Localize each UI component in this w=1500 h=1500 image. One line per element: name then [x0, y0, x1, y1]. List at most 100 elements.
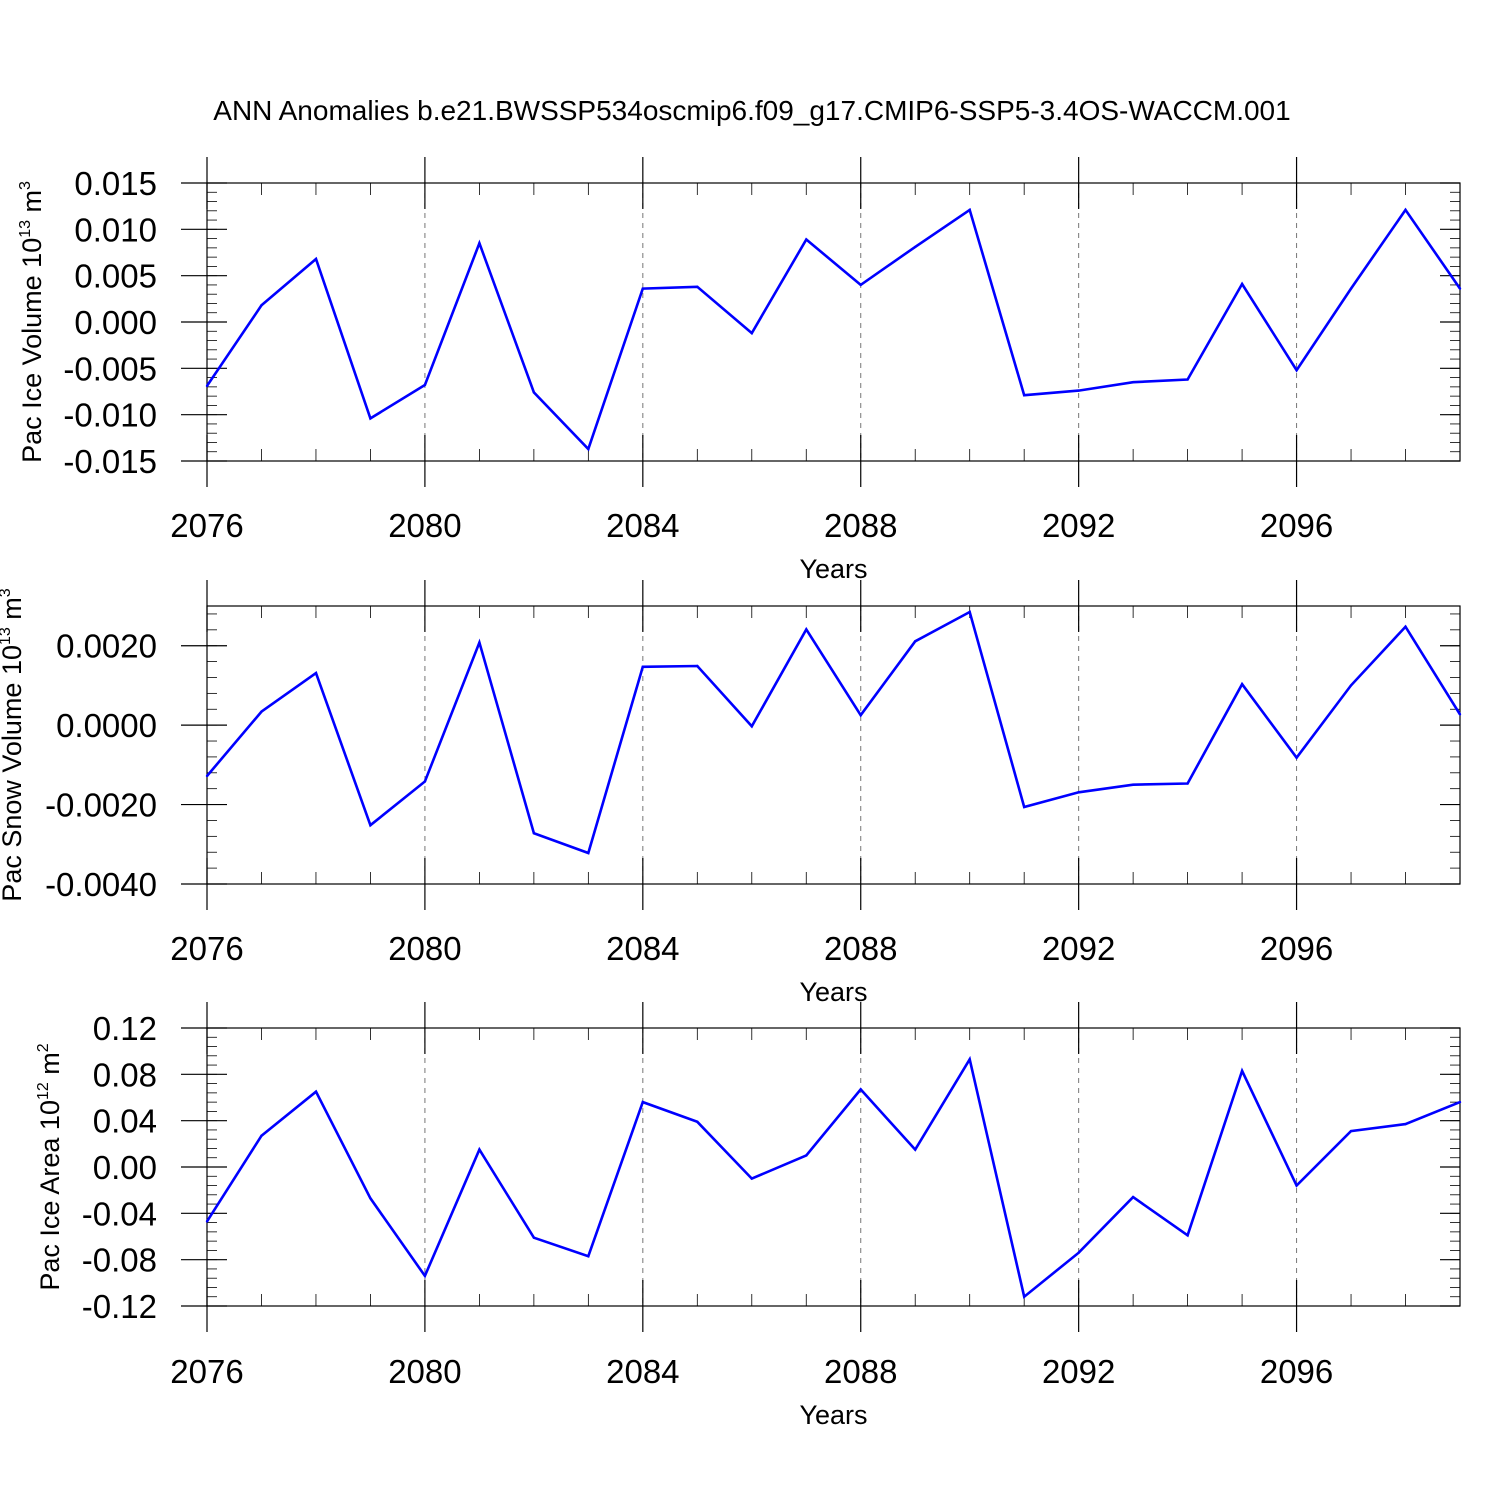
- y-tick-label: 0.015: [74, 165, 157, 202]
- data-point: [750, 725, 753, 728]
- data-point: [750, 1177, 753, 1180]
- data-point: [1240, 282, 1244, 286]
- data-point: [423, 1274, 427, 1278]
- panels: -0.015-0.010-0.0050.0000.0050.0100.01520…: [0, 157, 1462, 1430]
- plot-frame: [206, 182, 1461, 462]
- y-label-unit-exponent: 2: [35, 1043, 52, 1052]
- plot-frame: [206, 1027, 1461, 1307]
- data-point: [1186, 782, 1189, 785]
- data-point: [968, 610, 971, 614]
- data-point: [587, 447, 590, 451]
- data-point: [1186, 378, 1189, 381]
- data-point: [1349, 287, 1353, 290]
- y-tick-label: -0.0020: [45, 787, 157, 824]
- y-label-unit-exponent: 3: [0, 588, 14, 597]
- y-label-exponent: 13: [0, 627, 14, 645]
- data-point: [205, 384, 209, 388]
- y-label-text: Pac Ice Area 10: [35, 1100, 65, 1291]
- data-point: [314, 257, 318, 261]
- panel-3: -0.12 -0.08 -0.04 0.00 0.04 0.08 0.12 2076 2080 2…: [35, 1002, 1462, 1430]
- data-point: [1458, 1100, 1462, 1104]
- y-axis-label: Pac Ice Area 1012 m2: [35, 1043, 65, 1290]
- plot-frame: [206, 605, 1461, 885]
- figure-title: ANN Anomalies b.e21.BWSSP534oscmip6.f09_…: [213, 95, 1290, 126]
- y-label-exponent: 13: [17, 220, 34, 238]
- data-point: [532, 831, 536, 835]
- data-point: [1077, 1251, 1080, 1254]
- data-point: [1077, 791, 1080, 794]
- data-point: [532, 391, 536, 394]
- data-point: [369, 824, 372, 827]
- data-point: [641, 665, 645, 668]
- x-axis-label: Years: [799, 554, 867, 584]
- data-point: [1131, 1195, 1135, 1199]
- data-point: [914, 1148, 917, 1151]
- data-point: [696, 285, 699, 288]
- panel-1: -0.015 -0.010 -0.005 0.000 0.005 0.010 0.015 20…: [17, 157, 1462, 584]
- y-tick-label: 0.12: [93, 1010, 157, 1047]
- data-point: [914, 640, 917, 643]
- y-tick-label: 0.0020: [56, 628, 157, 665]
- data-point: [1240, 683, 1244, 686]
- y-label-unit: m: [35, 1052, 65, 1082]
- y-tick-label: 0.04: [93, 1103, 157, 1140]
- y-label-unit: m: [17, 190, 47, 220]
- x-tick-label: 2088: [824, 930, 897, 967]
- y-tick-label: -0.04: [82, 1195, 157, 1232]
- data-point: [641, 1100, 645, 1104]
- x-tick-label: 2084: [606, 930, 679, 967]
- y-tick-label: -0.08: [82, 1242, 157, 1279]
- x-tick-label: 2096: [1260, 1353, 1333, 1390]
- y-label-text: Pac Snow Volume 10: [0, 645, 27, 902]
- data-point: [423, 383, 427, 387]
- data-point: [859, 283, 862, 287]
- data-point: [314, 1090, 318, 1093]
- y-label-unit: m: [0, 597, 27, 627]
- data-point: [587, 1254, 590, 1258]
- y-tick-label: -0.015: [63, 443, 157, 480]
- data-point: [1131, 783, 1135, 786]
- y-tick-label: -0.010: [63, 397, 157, 434]
- data-point: [423, 780, 427, 783]
- y-tick-label: 0.005: [74, 258, 157, 295]
- data-point: [805, 238, 808, 241]
- data-point: [805, 628, 808, 631]
- data-point: [1349, 1129, 1353, 1133]
- data-point: [1404, 1122, 1407, 1126]
- data-point: [1240, 1069, 1244, 1073]
- x-tick-label: 2092: [1042, 507, 1115, 544]
- series-line: [205, 1055, 1461, 1300]
- data-point: [968, 1058, 971, 1061]
- y-axis-label: Pac Ice Volume 1013 m3: [17, 181, 47, 463]
- data-point: [1349, 684, 1353, 687]
- y-tick-label: 0.0000: [56, 707, 157, 744]
- x-tick-label: 2096: [1260, 507, 1333, 544]
- data-point: [1131, 381, 1135, 384]
- x-axis-label: Years: [799, 977, 867, 1007]
- data-point: [532, 1236, 536, 1239]
- data-point: [914, 245, 917, 249]
- data-point: [1186, 1234, 1189, 1237]
- y-tick-label: -0.0040: [45, 866, 157, 903]
- x-tick-label: 2080: [388, 507, 461, 544]
- x-axis-label: Years: [799, 1400, 867, 1430]
- data-point: [968, 208, 971, 212]
- y-axis-label: Pac Snow Volume 1013 m3: [0, 588, 27, 901]
- data-point: [859, 714, 862, 717]
- x-tick-label: 2088: [824, 507, 897, 544]
- y-tick-label: -0.005: [63, 350, 157, 387]
- panel-2: -0.0040 -0.0020 0.0000 0.0020 2076 2080 2084 20…: [0, 580, 1462, 1007]
- data-point: [1022, 805, 1026, 809]
- x-tick-label: 2080: [388, 930, 461, 967]
- y-label-unit-exponent: 3: [17, 181, 34, 190]
- data-point: [478, 641, 481, 644]
- data-point: [260, 1134, 263, 1137]
- data-point: [314, 671, 318, 675]
- x-tick-label: 2084: [606, 1353, 679, 1390]
- data-point: [1295, 1184, 1298, 1187]
- x-tick-label: 2076: [170, 1353, 243, 1390]
- data-point: [641, 287, 645, 290]
- y-tick-label: -0.12: [82, 1288, 157, 1325]
- y-tick-label: 0.00: [93, 1149, 157, 1186]
